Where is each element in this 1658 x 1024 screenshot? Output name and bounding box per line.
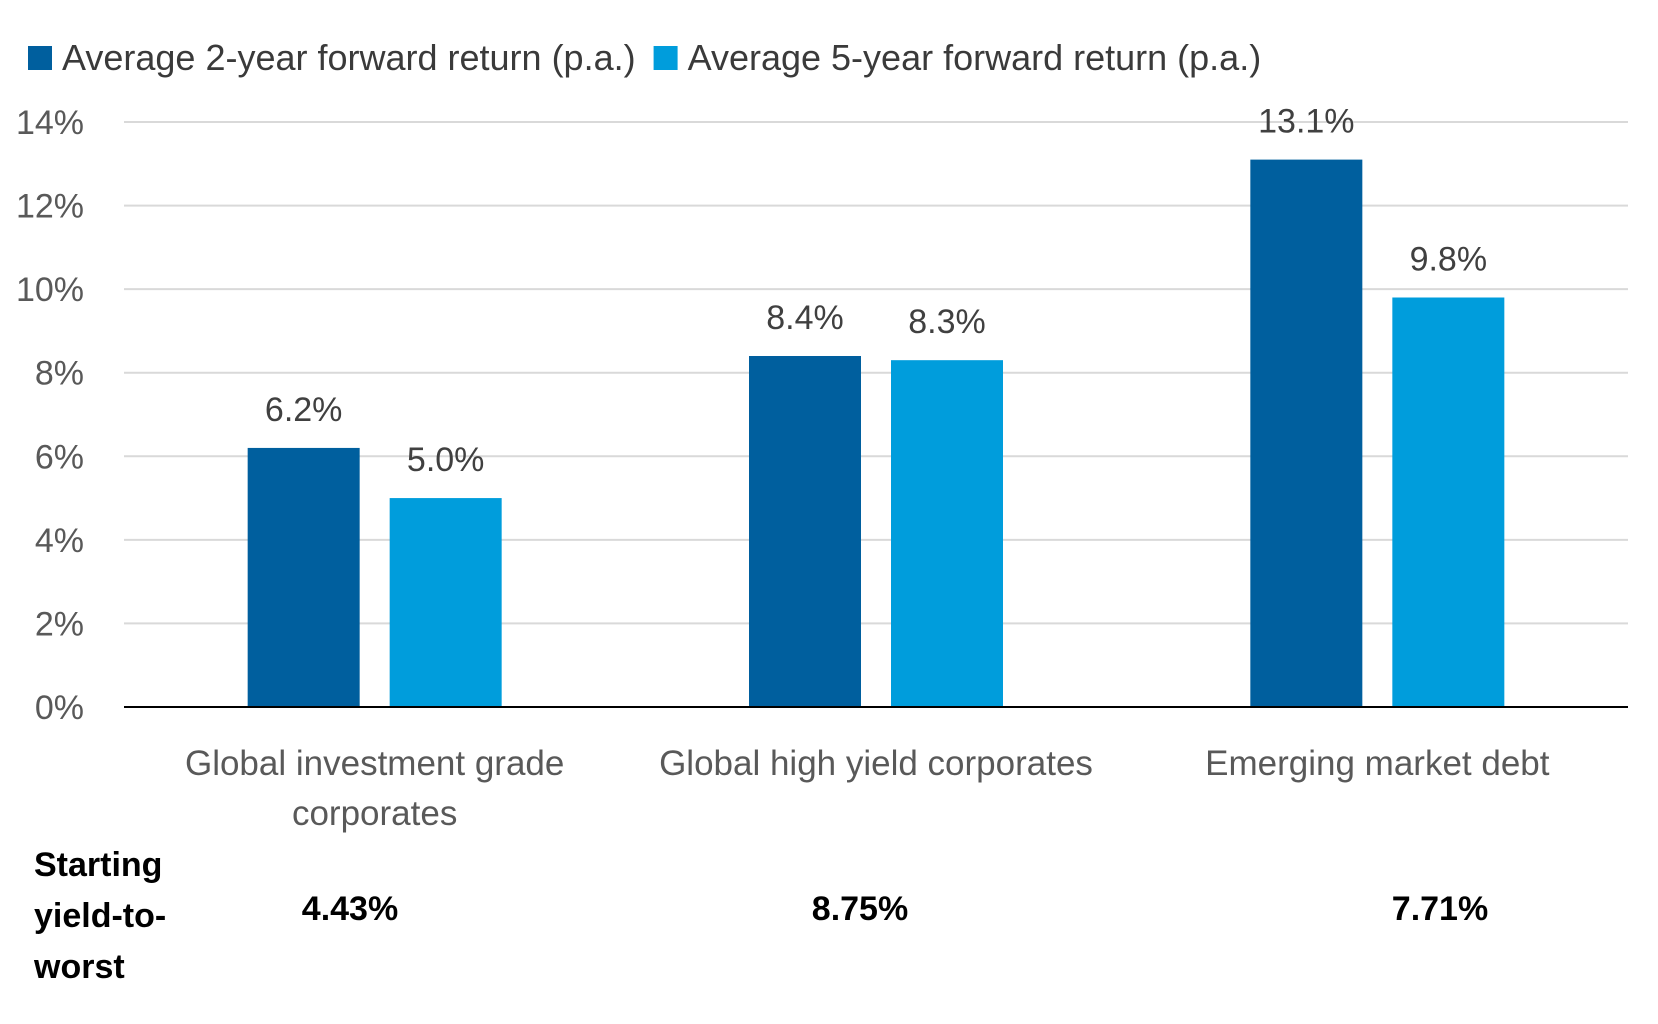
y-tick-label: 4% [35,522,84,560]
bar [749,356,861,707]
ytw-heading-line-3: worst [34,948,125,986]
legend-swatch [28,46,52,70]
y-tick-label: 12% [16,188,84,226]
y-tick-label: 14% [16,104,84,142]
x-category-label: Global investment grade [185,744,564,783]
data-label: 6.2% [265,391,343,429]
y-tick-label: 8% [35,355,84,393]
x-category-label: Global high yield corporates [659,744,1093,783]
bar [1392,297,1505,707]
y-tick-label: 0% [35,689,84,727]
y-tick-label: 10% [16,271,84,309]
x-category-label: corporates [292,794,457,833]
legend-swatch [653,46,678,70]
ytw-value-high-yield: 8.75% [811,890,909,928]
bar [389,498,502,707]
y-tick-label: 2% [35,605,84,643]
data-label: 8.4% [766,299,844,337]
bar [891,360,1003,707]
starting-yield-to-worst-heading: Starting yield-to- worst [34,840,214,993]
ytw-value-investment-grade: 4.43% [301,890,399,928]
bar [247,447,360,707]
y-tick-label: 6% [35,438,84,476]
x-category-label: Emerging market debt [1205,744,1550,783]
data-label: 5.0% [407,441,485,479]
legend-label: Average 2-year forward return (p.a.) [62,37,636,78]
data-label: 13.1% [1258,103,1354,141]
legend-label: Average 5-year forward return (p.a.) [688,37,1262,78]
data-label: 8.3% [908,303,986,341]
ytw-heading-line-2: yield-to- [34,897,167,935]
ytw-heading-line-1: Starting [34,846,163,884]
data-label: 9.8% [1410,241,1488,279]
ytw-value-emerging-market: 7.71% [1391,890,1489,928]
bar [1250,159,1363,707]
